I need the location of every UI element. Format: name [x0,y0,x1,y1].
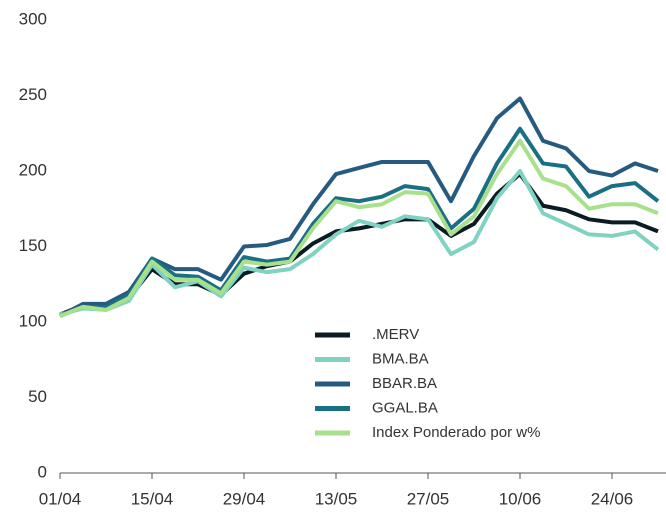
x-tick-label: 24/06 [591,489,634,508]
x-tick-label: 01/04 [39,489,82,508]
y-tick-label: 200 [19,160,47,179]
line-series [59,126,660,318]
y-tick-label: 250 [19,85,47,104]
y-tick-label: 0 [38,462,47,481]
x-tick-label: 15/04 [131,489,174,508]
legend-label: Index Ponderado por w% [372,424,540,441]
legend-label: .MERV [372,326,419,343]
y-tick-label: 50 [28,387,47,406]
x-tick-label: 27/05 [407,489,450,508]
legend-label: BMA.BA [372,350,429,367]
x-tick-label: 10/06 [499,489,542,508]
line-series [59,172,659,317]
y-tick-label: 150 [19,236,47,255]
legend-label: GGAL.BA [372,399,438,416]
y-tick-label: 300 [19,9,47,28]
legend-label: BBAR.BA [372,375,437,392]
y-tick-label: 100 [19,311,47,330]
x-tick-label: 13/05 [315,489,358,508]
line-series [59,169,660,317]
line-series [59,138,659,318]
x-tick-label: 29/04 [223,489,266,508]
